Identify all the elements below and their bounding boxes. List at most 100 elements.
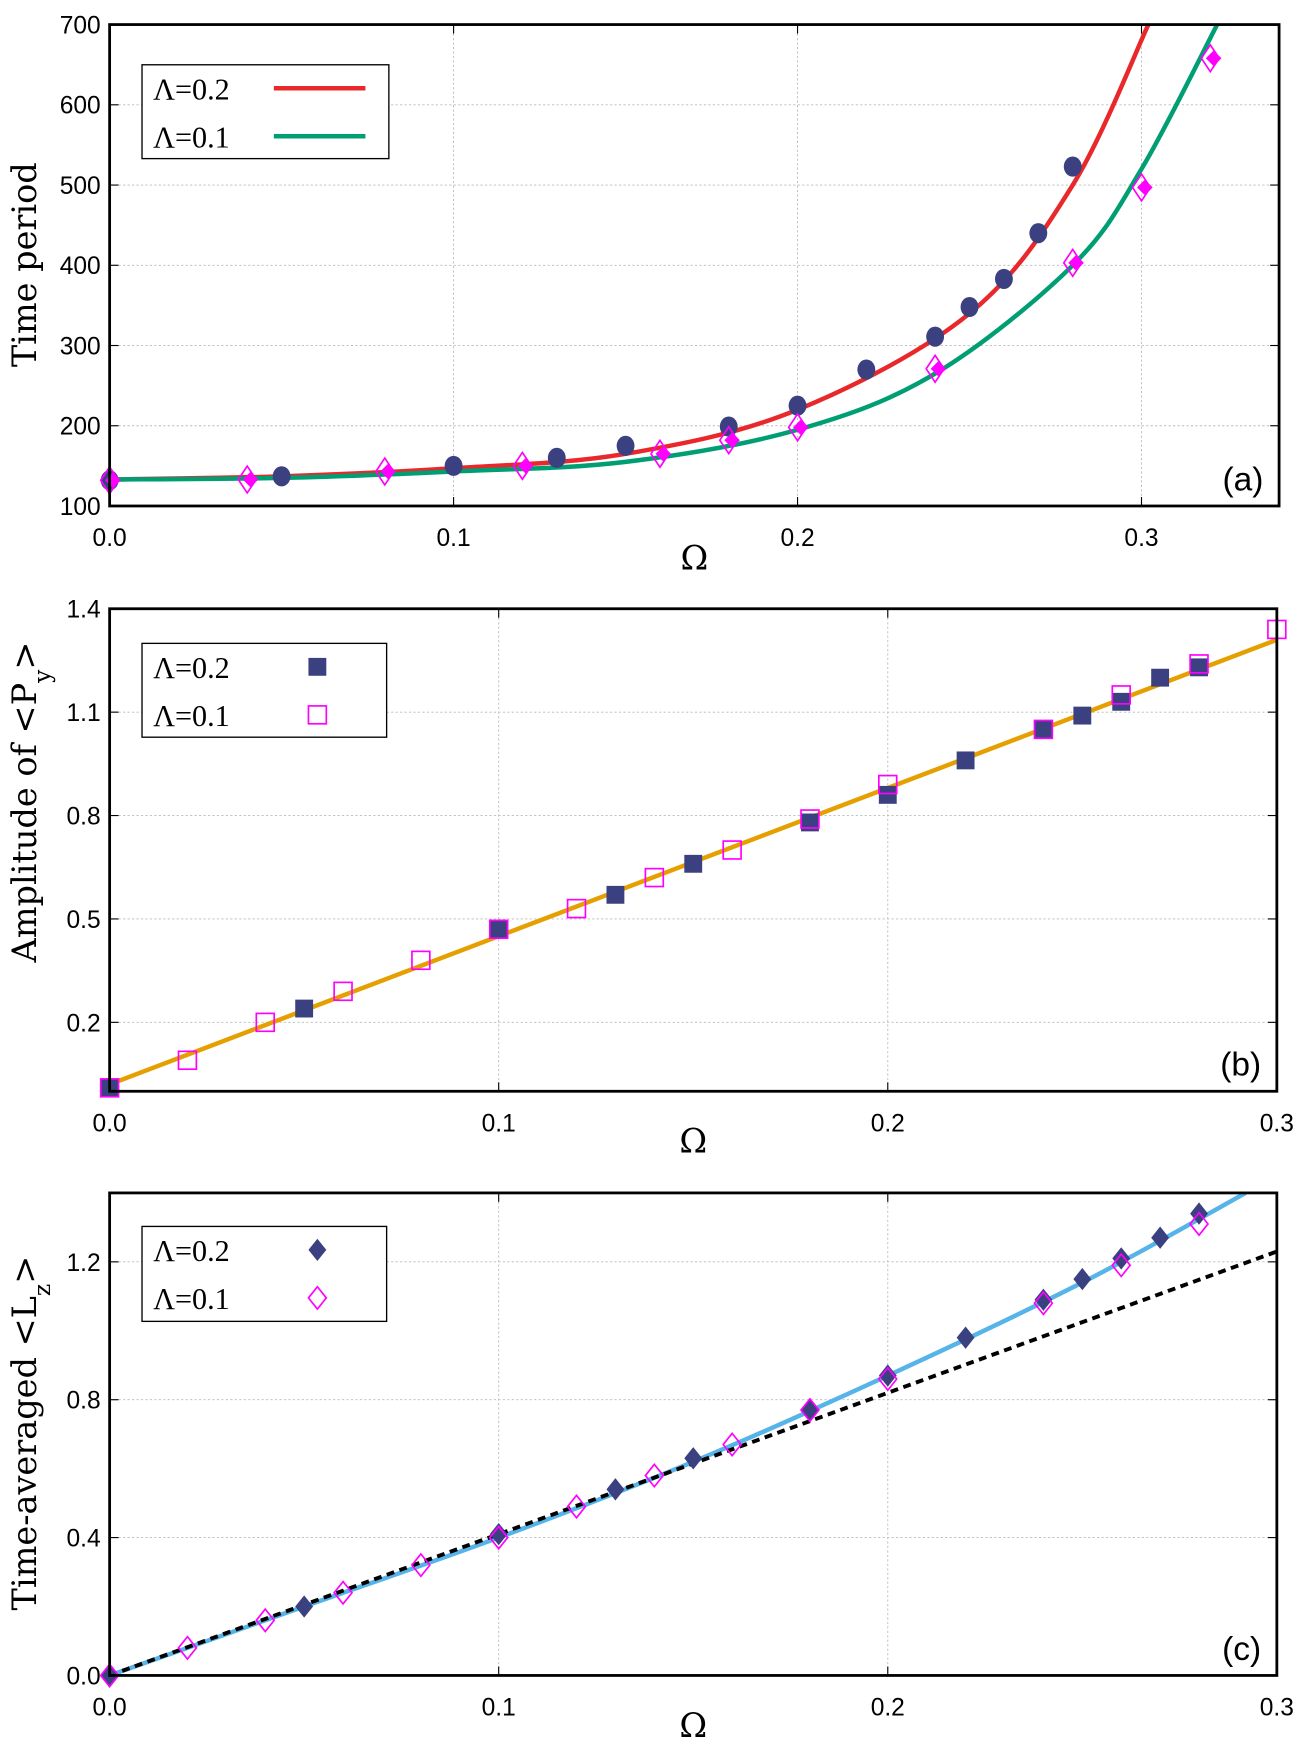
x-tick-label: 0.0 [93, 1695, 127, 1722]
data-point-square-open [333, 981, 353, 1002]
x-tick-label: 0.2 [780, 525, 814, 552]
data-point-square-open [878, 774, 898, 795]
data-point-square-open [1033, 719, 1054, 740]
data-point-square-open [488, 919, 509, 940]
y-tick-label: 400 [60, 253, 101, 280]
data-point-diamond-open [488, 1525, 509, 1551]
data-point-diamond [956, 1326, 975, 1349]
legend-label: Λ=0.1 [153, 1282, 230, 1316]
y-tick-label: 200 [60, 414, 101, 441]
data-point-square [1034, 720, 1053, 739]
x-tick-label: 0.2 [871, 1695, 905, 1722]
y-tick-label: 1.1 [67, 700, 101, 727]
legend-label: Λ=0.2 [153, 1234, 230, 1268]
data-point-square [295, 999, 314, 1018]
data-point-diamond [606, 1478, 625, 1501]
panel-label: (a) [1222, 461, 1263, 498]
data-point-diamond [308, 1238, 327, 1262]
y-tick-label: 300 [60, 333, 101, 360]
legend-label: Λ=0.1 [153, 120, 230, 154]
data-point-square [878, 785, 897, 804]
y-tick-label: 100 [60, 494, 101, 521]
y-axis-label-subscript: z [28, 1284, 56, 1296]
data-point-square-open [411, 950, 431, 971]
data-point-diamond-open [99, 1662, 120, 1688]
data-point-diamond-open [333, 1580, 354, 1606]
data-point-diamond-open [799, 1397, 820, 1423]
data-point-square-open [255, 1012, 276, 1033]
data-point-square [1112, 692, 1131, 711]
data-point-diamond-open [644, 1463, 665, 1489]
y-axis-label: Time period [5, 162, 44, 367]
x-tick-label: 0.0 [93, 1110, 127, 1137]
y-tick-label: 0.0 [67, 1663, 101, 1690]
x-tick-label: 0.1 [482, 1695, 516, 1722]
data-point-square [308, 657, 327, 676]
y-axis-label-main: Time-averaged <L [5, 1296, 44, 1610]
data-point-diamond-open [1111, 1252, 1132, 1278]
data-point-diamond-open [1131, 172, 1152, 203]
data-point-diamond [878, 1364, 897, 1387]
data-point-square [801, 813, 819, 832]
y-tick-label: 500 [60, 173, 101, 200]
x-tick-label: 0.3 [1260, 1695, 1294, 1722]
data-point-square [1073, 706, 1092, 725]
data-point-diamond-open [722, 1432, 743, 1458]
legend-label: Λ=0.2 [153, 72, 230, 106]
legend: Λ=0.2 Λ=0.1 [141, 1225, 388, 1323]
y-tick-label: 0.5 [67, 907, 101, 934]
data-point-diamond [489, 1522, 508, 1546]
panel-label: (b) [1220, 1047, 1261, 1084]
y-tick-label: 0.8 [67, 1388, 101, 1415]
data-point-diamond-open [255, 1607, 276, 1633]
y-axis-label: Time-averaged <Lz> [5, 1256, 56, 1611]
data-point-circle [547, 447, 566, 468]
legend: Λ=0.2 Λ=0.1 [141, 642, 388, 738]
data-point-diamond-open [1062, 247, 1083, 278]
data-point-diamond-open [925, 353, 946, 384]
data-point-circle [994, 268, 1013, 289]
plot-frame [108, 1191, 1279, 1677]
data-point-diamond [1034, 1288, 1053, 1311]
data-point-diamond [295, 1595, 314, 1618]
data-point-diamond-open [237, 464, 258, 495]
y-tick-label: 700 [60, 13, 101, 40]
y-tick-label: 0.8 [67, 803, 101, 830]
data-point-circle [616, 435, 635, 456]
series-line [109, 24, 1220, 482]
plot-area [109, 24, 1220, 482]
data-point-square-open [307, 705, 328, 725]
chart-panel-1: 0.0 0.1 0.2 0.3 0.2 0.5 0.8 1.1 1.4 Λ=0.2 Λ=0.1 (b)… [5, 597, 1294, 1161]
data-point-diamond [1073, 1267, 1092, 1291]
y-tick-label: 1.4 [67, 597, 101, 624]
x-axis-label: Ω [679, 1122, 707, 1161]
panel-label: (c) [1222, 1631, 1261, 1668]
data-point-diamond-open [1189, 1211, 1210, 1237]
data-point-square [956, 751, 975, 770]
data-point-square-open [800, 809, 820, 829]
data-point-square-open [1111, 685, 1131, 705]
chart-panel-0: 0.0 0.1 0.2 0.3100200300400500600700Λ=0.2Λ=… [5, 13, 1281, 578]
legend-box [141, 642, 388, 738]
data-point-diamond-open [1200, 43, 1221, 74]
data-point-circle [1029, 223, 1048, 244]
x-axis-label: Ω [679, 1706, 707, 1738]
y-tick-label: 600 [60, 93, 101, 120]
plot-frame [108, 23, 1281, 508]
data-point-diamond-open [566, 1494, 587, 1520]
data-point-circle [960, 296, 979, 318]
data-point-square [1151, 668, 1170, 687]
y-axis-label-main: Amplitude of <P [5, 683, 44, 964]
data-point-diamond-open [307, 1285, 328, 1311]
data-point-circle [788, 395, 807, 416]
x-tick-label: 0.1 [482, 1110, 516, 1137]
data-point-square-open [1189, 654, 1209, 674]
data-point-square-open [722, 840, 742, 860]
plot-frame [108, 607, 1279, 1093]
data-point-square-open [566, 898, 587, 919]
data-point-square [684, 854, 703, 873]
y-tick-label: 0.2 [67, 1010, 101, 1037]
x-tick-label: 0.3 [1124, 525, 1158, 552]
data-point-circle [272, 466, 291, 487]
